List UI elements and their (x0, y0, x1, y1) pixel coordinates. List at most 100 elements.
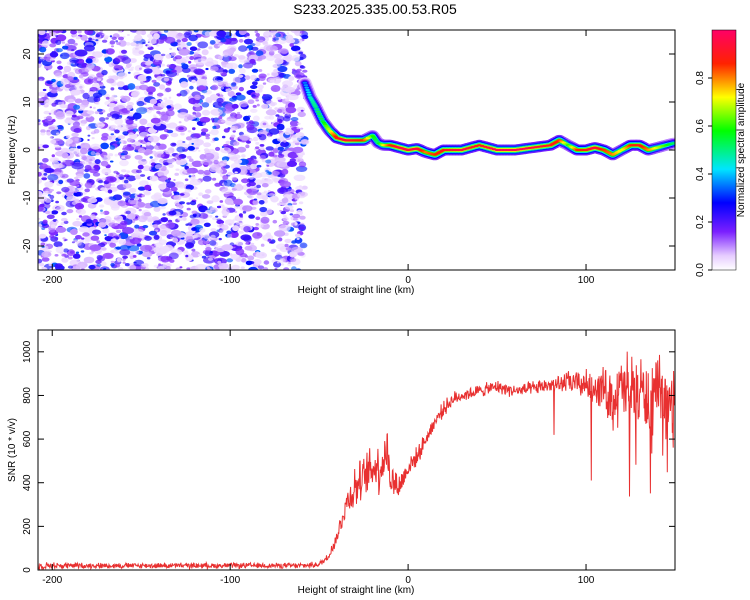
noise-blob (66, 209, 74, 214)
spectrogram-noise-layer (38, 30, 310, 270)
noise-blob (282, 220, 290, 225)
noise-blob (150, 107, 155, 111)
noise-blob (186, 155, 192, 159)
noise-blob (80, 122, 86, 127)
noise-blob (51, 154, 55, 158)
noise-blob (210, 234, 216, 240)
noise-blob (252, 199, 259, 206)
noise-blob (276, 96, 282, 101)
noise-blob (38, 217, 41, 220)
noise-blob (270, 85, 281, 92)
noise-blob (179, 215, 183, 218)
noise-blob (215, 215, 219, 218)
noise-blob (166, 105, 172, 109)
noise-blob (122, 227, 134, 234)
noise-blob (219, 229, 224, 233)
noise-blob (191, 251, 201, 258)
noise-blob (194, 94, 201, 101)
noise-blob (289, 251, 298, 257)
colorbar-tick-label: 0.0 (695, 263, 706, 277)
noise-blob (143, 212, 152, 217)
noise-blob (249, 176, 254, 180)
noise-blob (126, 105, 133, 110)
noise-blob (69, 180, 80, 187)
noise-blob (199, 227, 206, 233)
colorbar-label: Normalized spectral amplitude (736, 82, 747, 217)
noise-blob (52, 84, 58, 88)
noise-blob (141, 251, 153, 258)
noise-blob (274, 58, 284, 65)
noise-blob (158, 248, 167, 255)
noise-blob (156, 38, 165, 44)
noise-blob (269, 79, 275, 83)
noise-blob (153, 234, 160, 240)
noise-blob (292, 202, 298, 205)
noise-blob (234, 184, 240, 190)
noise-blob (275, 32, 281, 38)
y-tick-label: 0 (22, 147, 33, 153)
noise-blob (60, 222, 65, 226)
noise-blob (138, 158, 148, 166)
noise-blob (302, 69, 308, 73)
noise-blob (189, 85, 194, 90)
noise-blob (77, 191, 83, 197)
noise-blob (108, 153, 114, 157)
noise-blob (173, 194, 182, 201)
noise-blob (252, 136, 259, 142)
noise-blob (222, 212, 229, 217)
noise-blob (195, 106, 202, 112)
noise-blob (272, 77, 282, 84)
noise-blob (115, 229, 122, 234)
noise-blob (225, 37, 239, 45)
noise-blob (132, 112, 142, 120)
noise-blob (114, 222, 118, 226)
noise-blob (91, 137, 95, 140)
noise-blob (216, 30, 227, 37)
noise-blob (209, 166, 219, 173)
noise-blob (159, 102, 167, 108)
noise-blob (250, 74, 257, 81)
noise-blob (124, 179, 129, 184)
noise-blob (259, 206, 268, 213)
noise-blob (280, 263, 285, 266)
noise-blob (71, 144, 76, 147)
noise-blob (139, 118, 148, 125)
noise-blob (210, 228, 217, 232)
noise-blob (99, 117, 106, 122)
noise-blob (66, 135, 71, 139)
noise-blob (277, 146, 285, 151)
snr-y-axis: 0 200 400 600 800 1000 (22, 340, 675, 573)
noise-blob (55, 113, 65, 120)
noise-blob (223, 128, 230, 133)
noise-blob (165, 109, 175, 117)
noise-blob (130, 91, 139, 98)
noise-blob (198, 212, 208, 220)
noise-blob (74, 49, 88, 57)
noise-blob (179, 201, 185, 205)
noise-blob (107, 189, 113, 194)
noise-blob (232, 225, 240, 232)
spectrogram-ylabel: Frequency (Hz) (7, 116, 18, 185)
noise-blob (232, 245, 236, 248)
noise-blob (188, 34, 198, 42)
noise-blob (50, 139, 57, 144)
noise-blob (174, 201, 180, 206)
noise-blob (290, 222, 296, 226)
noise-blob (283, 267, 290, 270)
noise-blob (159, 205, 167, 210)
noise-blob (210, 128, 219, 136)
noise-blob (122, 191, 131, 196)
noise-blob (71, 48, 75, 52)
noise-blob (148, 91, 153, 95)
noise-blob (96, 254, 103, 261)
noise-blob (286, 160, 297, 167)
trace-point (316, 112, 322, 116)
x-tick-label: 100 (578, 275, 595, 286)
noise-blob (115, 246, 121, 250)
noise-blob (301, 34, 309, 40)
noise-blob (129, 237, 133, 240)
noise-blob (38, 258, 43, 264)
noise-blob (49, 235, 55, 238)
noise-blob (239, 68, 246, 74)
noise-blob (222, 52, 229, 58)
